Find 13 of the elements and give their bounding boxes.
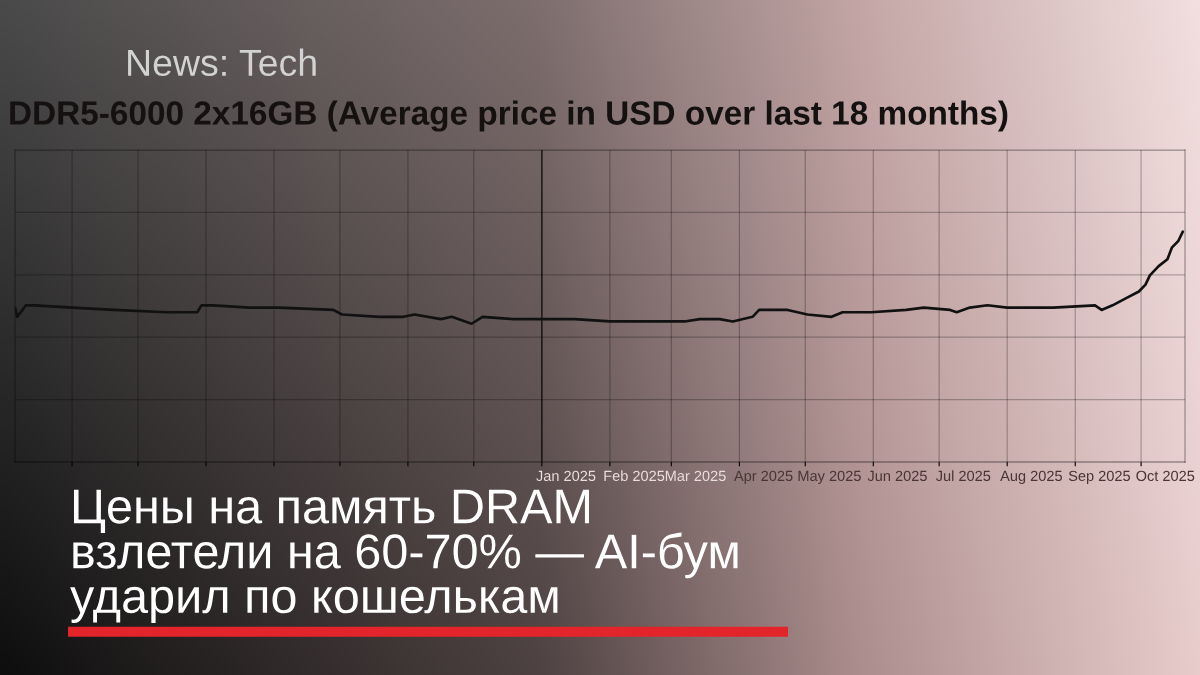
x-tick-label: Jun 2025 bbox=[867, 470, 927, 482]
x-tick-label: Mar 2025 bbox=[665, 470, 726, 482]
x-tick-label: Oct 2025 bbox=[1136, 470, 1195, 482]
x-tick-label: Jan 2025 bbox=[536, 470, 596, 482]
text: News: Tech bbox=[128, 48, 316, 77]
x-tick-label: Sep 2025 bbox=[1068, 470, 1130, 484]
x-tick-label: Apr 2025 bbox=[733, 470, 793, 484]
x-tick-label: May 2025 bbox=[798, 470, 861, 484]
x-tick-label: Feb 2025 bbox=[604, 470, 665, 482]
chart-title: DDR5-6000 2x16GB (Average price in USD over last 18 months) bbox=[10, 100, 1008, 132]
text: Цены на память DRAM взлетели на 60-70% — AI-бум ударил по кошелькам bbox=[70, 489, 738, 623]
x-tick-label: Aug 2025 bbox=[1000, 470, 1062, 484]
x-tick-label: Jul 2025 bbox=[935, 470, 991, 482]
